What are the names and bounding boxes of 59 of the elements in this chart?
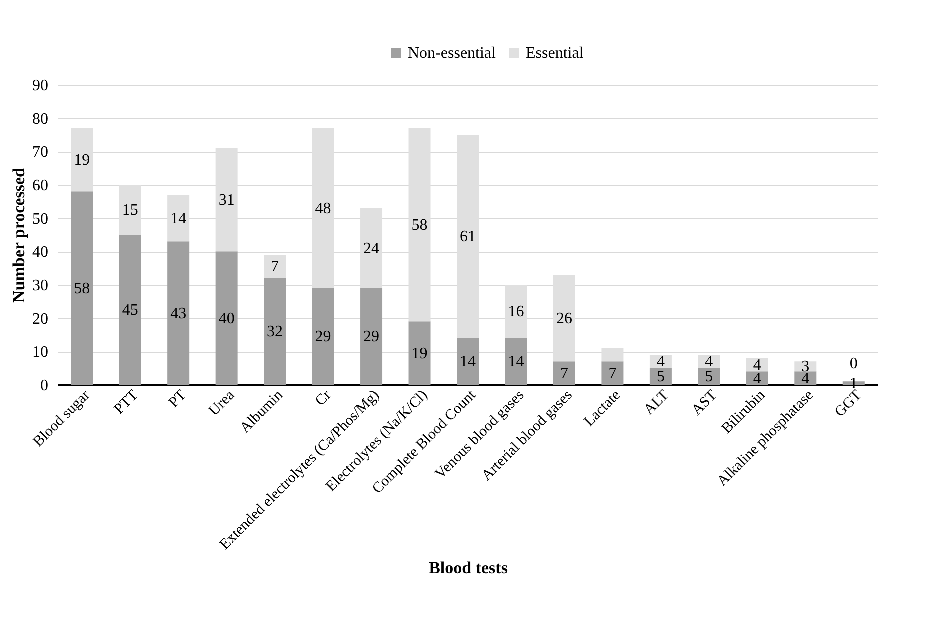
data-label: 29 (364, 328, 380, 346)
data-label: 45 (122, 302, 138, 319)
y-tick-label: 80 (32, 110, 48, 128)
bar (216, 252, 238, 385)
y-tick-label: 10 (32, 344, 48, 362)
y-tick-label: 50 (32, 210, 48, 228)
data-label: 5 (705, 368, 714, 386)
y-tick-label: 20 (32, 310, 48, 328)
data-label: 5 (656, 368, 665, 386)
data-label: 0 (850, 356, 858, 373)
data-label: 31 (218, 192, 235, 209)
data-label: 29 (315, 328, 332, 346)
bar (264, 255, 286, 278)
bar (360, 288, 383, 385)
x-tick-label: PT (166, 388, 190, 412)
data-label: 14 (508, 354, 524, 371)
y-tick-label: 40 (32, 244, 48, 262)
data-label: 43 (170, 305, 187, 322)
y-tick-label: 70 (32, 144, 48, 162)
data-label: 26 (556, 310, 572, 328)
data-label: 58 (412, 217, 428, 234)
data-label: 7 (560, 365, 568, 382)
data-label: 19 (74, 152, 90, 169)
bar (698, 355, 720, 368)
data-label: 19 (412, 345, 428, 362)
data-label: 61 (460, 228, 476, 246)
data-label: 7 (271, 258, 280, 276)
data-label: 40 (218, 310, 235, 328)
data-label: 7 (608, 365, 617, 382)
data-label: 4 (705, 354, 714, 371)
x-tick-label: PTT (111, 388, 142, 418)
bar (553, 362, 576, 385)
data-label: 48 (315, 200, 332, 218)
data-label: 24 (364, 240, 380, 258)
bar (408, 322, 431, 385)
legend-label: Non-essential (408, 45, 497, 62)
data-label: 14 (460, 354, 476, 371)
y-tick-label: 0 (40, 378, 48, 394)
data-label: 4 (656, 354, 665, 371)
bar (602, 362, 624, 385)
data-label: 16 (508, 304, 524, 321)
y-tick-label: 60 (32, 178, 48, 194)
data-label: 32 (267, 324, 284, 341)
x-axis-title: Blood tests (429, 558, 508, 578)
x-tick-label: Urea (206, 387, 238, 420)
bar (264, 278, 286, 385)
data-label: 14 (170, 210, 187, 228)
legend-label: Essential (526, 45, 584, 62)
data-label: 58 (74, 280, 90, 298)
bar (505, 338, 528, 385)
y-tick-label: 90 (32, 78, 48, 94)
bar (168, 242, 190, 385)
bar (312, 288, 334, 385)
bar (71, 192, 94, 385)
bar (457, 338, 479, 385)
data-label: 15 (122, 202, 138, 219)
y-tick-label: 30 (32, 278, 48, 294)
bar (119, 235, 142, 385)
y-axis-title: Number processed (10, 168, 28, 303)
